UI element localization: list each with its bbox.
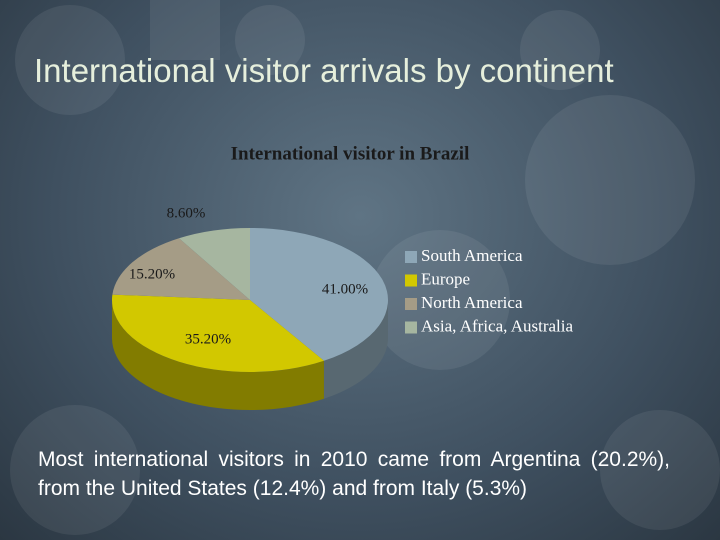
data-label: 15.20%: [129, 266, 175, 282]
pie-slice-side: [112, 300, 324, 410]
legend-swatch: [405, 321, 417, 334]
slide-title: International visitor arrivals by contin…: [34, 52, 614, 89]
pie-slice-side: [323, 300, 388, 399]
pie-slice: [250, 228, 388, 361]
data-label: 41.00%: [322, 281, 368, 297]
legend-label: Asia, Africa, Australia: [421, 316, 573, 335]
legend-label: North America: [421, 293, 523, 312]
data-label: 8.60%: [167, 205, 206, 221]
legend-label: Europe: [421, 269, 470, 288]
pie-slice: [179, 228, 250, 300]
chart-title: International visitor in Brazil: [231, 143, 470, 164]
body-text: Most international visitors in 2010 came…: [38, 448, 670, 500]
legend-swatch: [405, 274, 417, 287]
legend-swatch: [405, 251, 417, 263]
data-label: 35.20%: [185, 331, 231, 347]
pie-slice: [112, 238, 250, 300]
legend-swatch: [405, 298, 417, 310]
pie-slice: [112, 294, 324, 373]
legend-label: South America: [421, 246, 523, 265]
